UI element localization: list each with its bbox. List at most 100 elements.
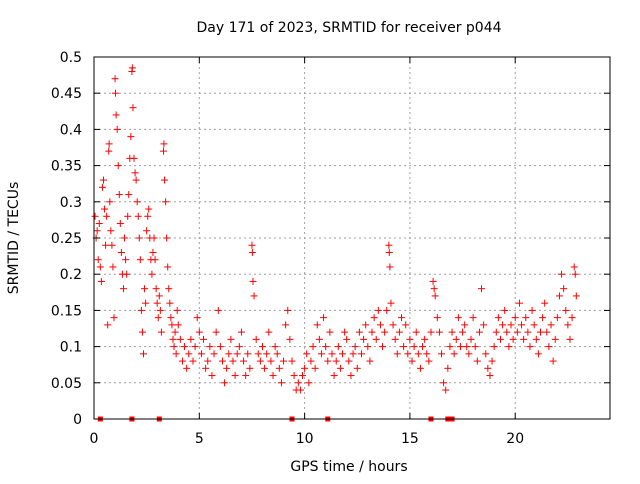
data-point (324, 357, 332, 365)
data-point (242, 372, 250, 380)
data-point (320, 314, 328, 322)
data-point (570, 263, 578, 271)
data-point (160, 147, 168, 155)
data-point (263, 350, 271, 358)
data-point (486, 372, 494, 380)
data-point (250, 292, 258, 300)
data-point (505, 343, 513, 351)
data-point (397, 314, 405, 322)
data-point (423, 350, 431, 358)
data-point (210, 350, 218, 358)
data-point (212, 328, 220, 336)
data-point (446, 343, 454, 351)
data-point (332, 357, 340, 365)
data-point (123, 270, 131, 278)
data-point (125, 191, 133, 199)
data-point (185, 350, 193, 358)
data-point (114, 162, 122, 170)
data-point (480, 321, 488, 329)
data-point (442, 386, 450, 394)
data-point (490, 343, 498, 351)
data-point (454, 314, 462, 322)
data-point (195, 328, 203, 336)
data-point (433, 314, 441, 322)
data-point (96, 263, 104, 271)
data-point (425, 357, 433, 365)
data-point (336, 364, 344, 372)
data-point (282, 321, 290, 329)
y-axis: 0 0.05 0.1 0.15 0.2 0.25 0.3 0.35 0.4 0.45 0.5 (51, 50, 610, 428)
data-point (564, 321, 572, 329)
data-point (507, 321, 515, 329)
data-point (404, 350, 412, 358)
data-point (139, 350, 147, 358)
data-point (248, 248, 256, 256)
data-point (435, 328, 443, 336)
data-point (249, 277, 257, 285)
data-point (265, 328, 273, 336)
data-point (509, 335, 517, 343)
data-point (381, 328, 389, 336)
data-point (153, 299, 161, 307)
data-point (149, 248, 157, 256)
data-point (513, 328, 521, 336)
data-point (103, 212, 111, 220)
data-point (122, 256, 130, 264)
data-point (221, 379, 229, 387)
data-point (98, 183, 106, 191)
data-point (294, 379, 302, 387)
data-point (471, 343, 479, 351)
data-point (305, 379, 313, 387)
data-point (370, 314, 378, 322)
data-point (206, 343, 214, 351)
x-tick-label: 0 (90, 431, 99, 447)
data-point (105, 147, 113, 155)
data-point (218, 357, 226, 365)
data-point (553, 314, 561, 322)
data-point (345, 357, 353, 365)
data-point (127, 133, 135, 141)
data-point (566, 335, 574, 343)
data-point (383, 306, 391, 314)
data-point (334, 343, 342, 351)
data-point (549, 357, 557, 365)
data-point (568, 314, 576, 322)
data-point (129, 104, 137, 112)
data-point (351, 343, 359, 351)
data-point (322, 343, 330, 351)
data-point (427, 328, 435, 336)
data-point (269, 372, 277, 380)
data-point (256, 357, 264, 365)
data-point (116, 220, 124, 228)
data-point (450, 350, 458, 358)
data-point (138, 328, 146, 336)
data-point (102, 241, 110, 249)
data-point (339, 350, 347, 358)
y-tick-label: 0.1 (60, 340, 82, 356)
data-point (137, 306, 145, 314)
data-point (94, 256, 102, 264)
data-point (110, 314, 118, 322)
data-point (288, 357, 296, 365)
data-point (372, 335, 380, 343)
data-point (163, 234, 171, 242)
data-point (560, 285, 568, 293)
grid (94, 57, 610, 419)
data-point (539, 314, 547, 322)
data-point (499, 321, 507, 329)
data-point (214, 306, 222, 314)
data-point (104, 321, 112, 329)
data-point (478, 285, 486, 293)
data-point (374, 306, 382, 314)
data-point (317, 350, 325, 358)
data-point (202, 364, 210, 372)
plot-frame (93, 56, 611, 420)
data-point (141, 285, 149, 293)
data-point (254, 350, 262, 358)
y-tick-label: 0.35 (51, 159, 82, 175)
data-point (444, 364, 452, 372)
y-tick-label: 0.2 (60, 267, 82, 283)
data-point (171, 328, 179, 336)
data-point (258, 343, 266, 351)
